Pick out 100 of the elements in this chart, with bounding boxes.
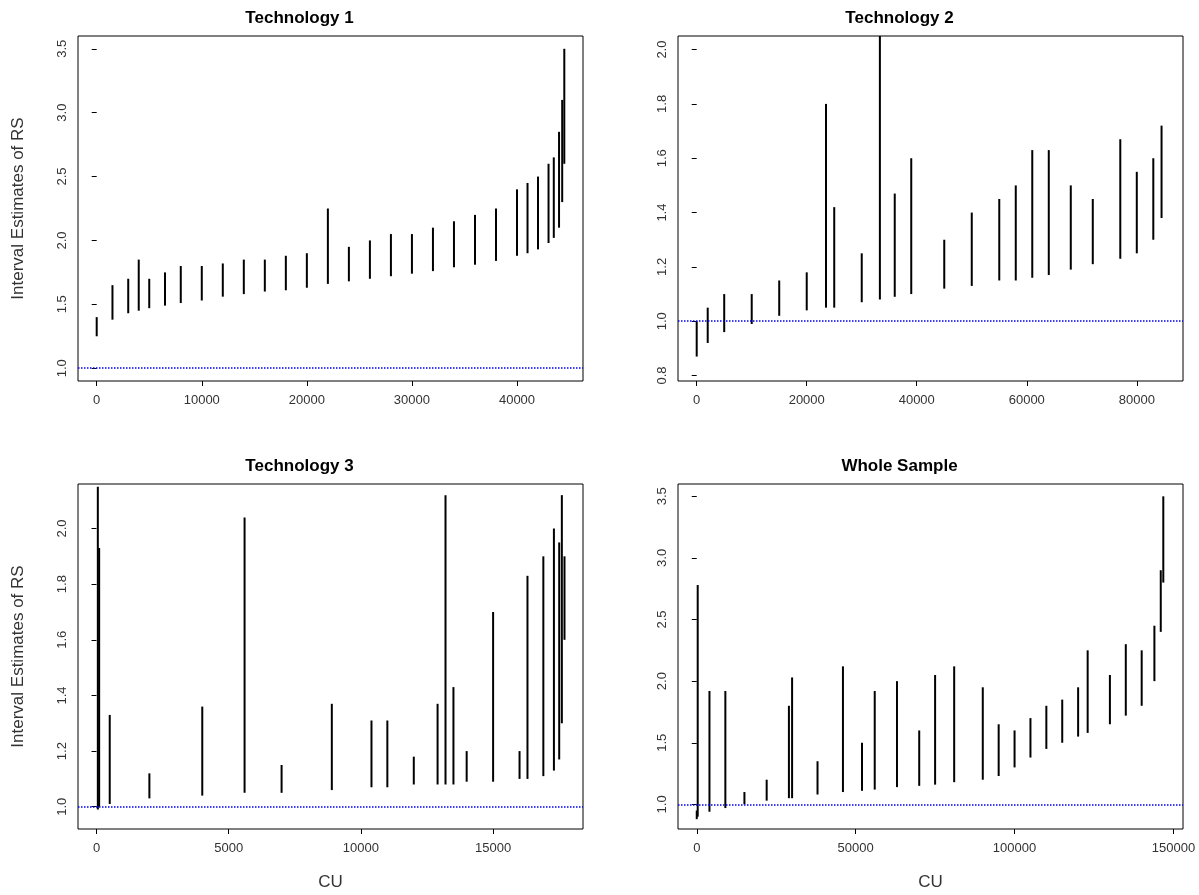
y-tick-label: 1.4 [54, 686, 69, 705]
bar [284, 255, 287, 291]
bar [552, 157, 555, 238]
bar [695, 321, 698, 357]
x-tick-label: 0 [693, 392, 701, 407]
y-tick-label: 1.2 [654, 257, 669, 276]
bar [816, 761, 819, 795]
bar [1119, 139, 1122, 259]
y-tick-label: 1.0 [654, 795, 669, 814]
y-tick-label: 2.5 [54, 167, 69, 186]
bar [542, 556, 545, 777]
bar [841, 666, 844, 793]
y-tick-label: 1.8 [54, 575, 69, 594]
bar [492, 611, 495, 782]
y-tick-label: 3.5 [654, 487, 669, 506]
y-tick-label: 2.0 [654, 40, 669, 59]
bar [970, 212, 973, 286]
x-tick-label: 30000 [393, 392, 431, 407]
bar [861, 742, 864, 791]
y-tick-label: 1.6 [54, 630, 69, 649]
x-tick-label: 50000 [837, 840, 874, 855]
chart-title: Technology 1 [245, 8, 354, 27]
bar [386, 720, 389, 788]
bar [473, 214, 476, 265]
bar [526, 575, 529, 779]
bar [436, 703, 439, 785]
x-tick-label: 0 [92, 840, 101, 855]
bar [95, 317, 98, 337]
bar [943, 239, 946, 289]
bar [1031, 150, 1034, 278]
bar [696, 585, 699, 817]
bar [305, 253, 308, 288]
y-tick-label: 1.5 [54, 295, 69, 314]
bar [389, 234, 392, 277]
bar [1135, 171, 1138, 254]
bar [547, 163, 550, 243]
bar [108, 714, 111, 804]
bar [537, 176, 540, 250]
bar [997, 724, 1000, 777]
y-tick-label: 1.0 [54, 359, 69, 378]
y-tick-label: 1.2 [54, 742, 69, 761]
bar [370, 720, 373, 788]
bar [368, 240, 371, 279]
bar [765, 779, 768, 801]
bar [1014, 185, 1017, 281]
y-tick-label: 1.0 [654, 312, 669, 331]
bar [1140, 650, 1143, 706]
chart-title: Technology 3 [245, 456, 354, 475]
bar [148, 773, 151, 799]
bar [137, 259, 140, 311]
bar [326, 208, 329, 284]
bar [1029, 718, 1032, 758]
y-tick-label: 1.6 [654, 149, 669, 168]
bar [495, 208, 497, 261]
bar [431, 227, 434, 272]
y-tick-label: 1.4 [654, 203, 669, 222]
y-tick-label: 1.0 [54, 797, 69, 816]
bar [221, 263, 224, 297]
y-tick-label: 3.0 [654, 548, 669, 567]
bar [1152, 158, 1155, 240]
bar [1047, 150, 1050, 276]
y-tick-label: 1.8 [654, 94, 669, 113]
y-tick-label: 2.0 [54, 231, 69, 250]
bar [860, 253, 863, 303]
bar [280, 765, 283, 793]
y-tick-label: 0.8 [654, 366, 669, 385]
bar [444, 495, 447, 785]
x-tick-label: 0 [93, 392, 101, 407]
chart-title: Whole Sample [841, 456, 958, 475]
bar [410, 234, 413, 274]
x-axis-title: CU [318, 872, 343, 891]
bar [164, 272, 166, 306]
bar [200, 266, 203, 301]
bar [1069, 185, 1072, 270]
bar [412, 756, 415, 785]
x-axis-title: CU [918, 872, 943, 891]
y-axis-title: Interval Estimates of RS [8, 565, 27, 748]
bar [518, 751, 521, 779]
x-tick-label: 5000 [214, 840, 244, 855]
x-tick-label: 40000 [898, 392, 935, 407]
bar [708, 691, 711, 812]
y-tick-label: 3.5 [54, 39, 69, 58]
bar [805, 272, 808, 311]
bar [1045, 705, 1048, 749]
bar [824, 103, 827, 308]
bar [778, 280, 781, 316]
bar [1013, 730, 1016, 768]
x-tick-label: 10000 [183, 392, 220, 407]
bar [873, 691, 876, 790]
bar [750, 294, 753, 324]
x-tick-label: 20000 [788, 392, 825, 407]
x-tick-label: 150000 [1151, 840, 1196, 855]
y-axis-title: Interval Estimates of RS [8, 117, 27, 300]
bar [981, 687, 984, 780]
y-tick-label: 2.0 [54, 519, 69, 538]
bar [1091, 198, 1094, 265]
bar [910, 158, 913, 295]
bar [242, 259, 245, 295]
chart-title: Technology 2 [845, 8, 954, 27]
bar [201, 706, 204, 796]
